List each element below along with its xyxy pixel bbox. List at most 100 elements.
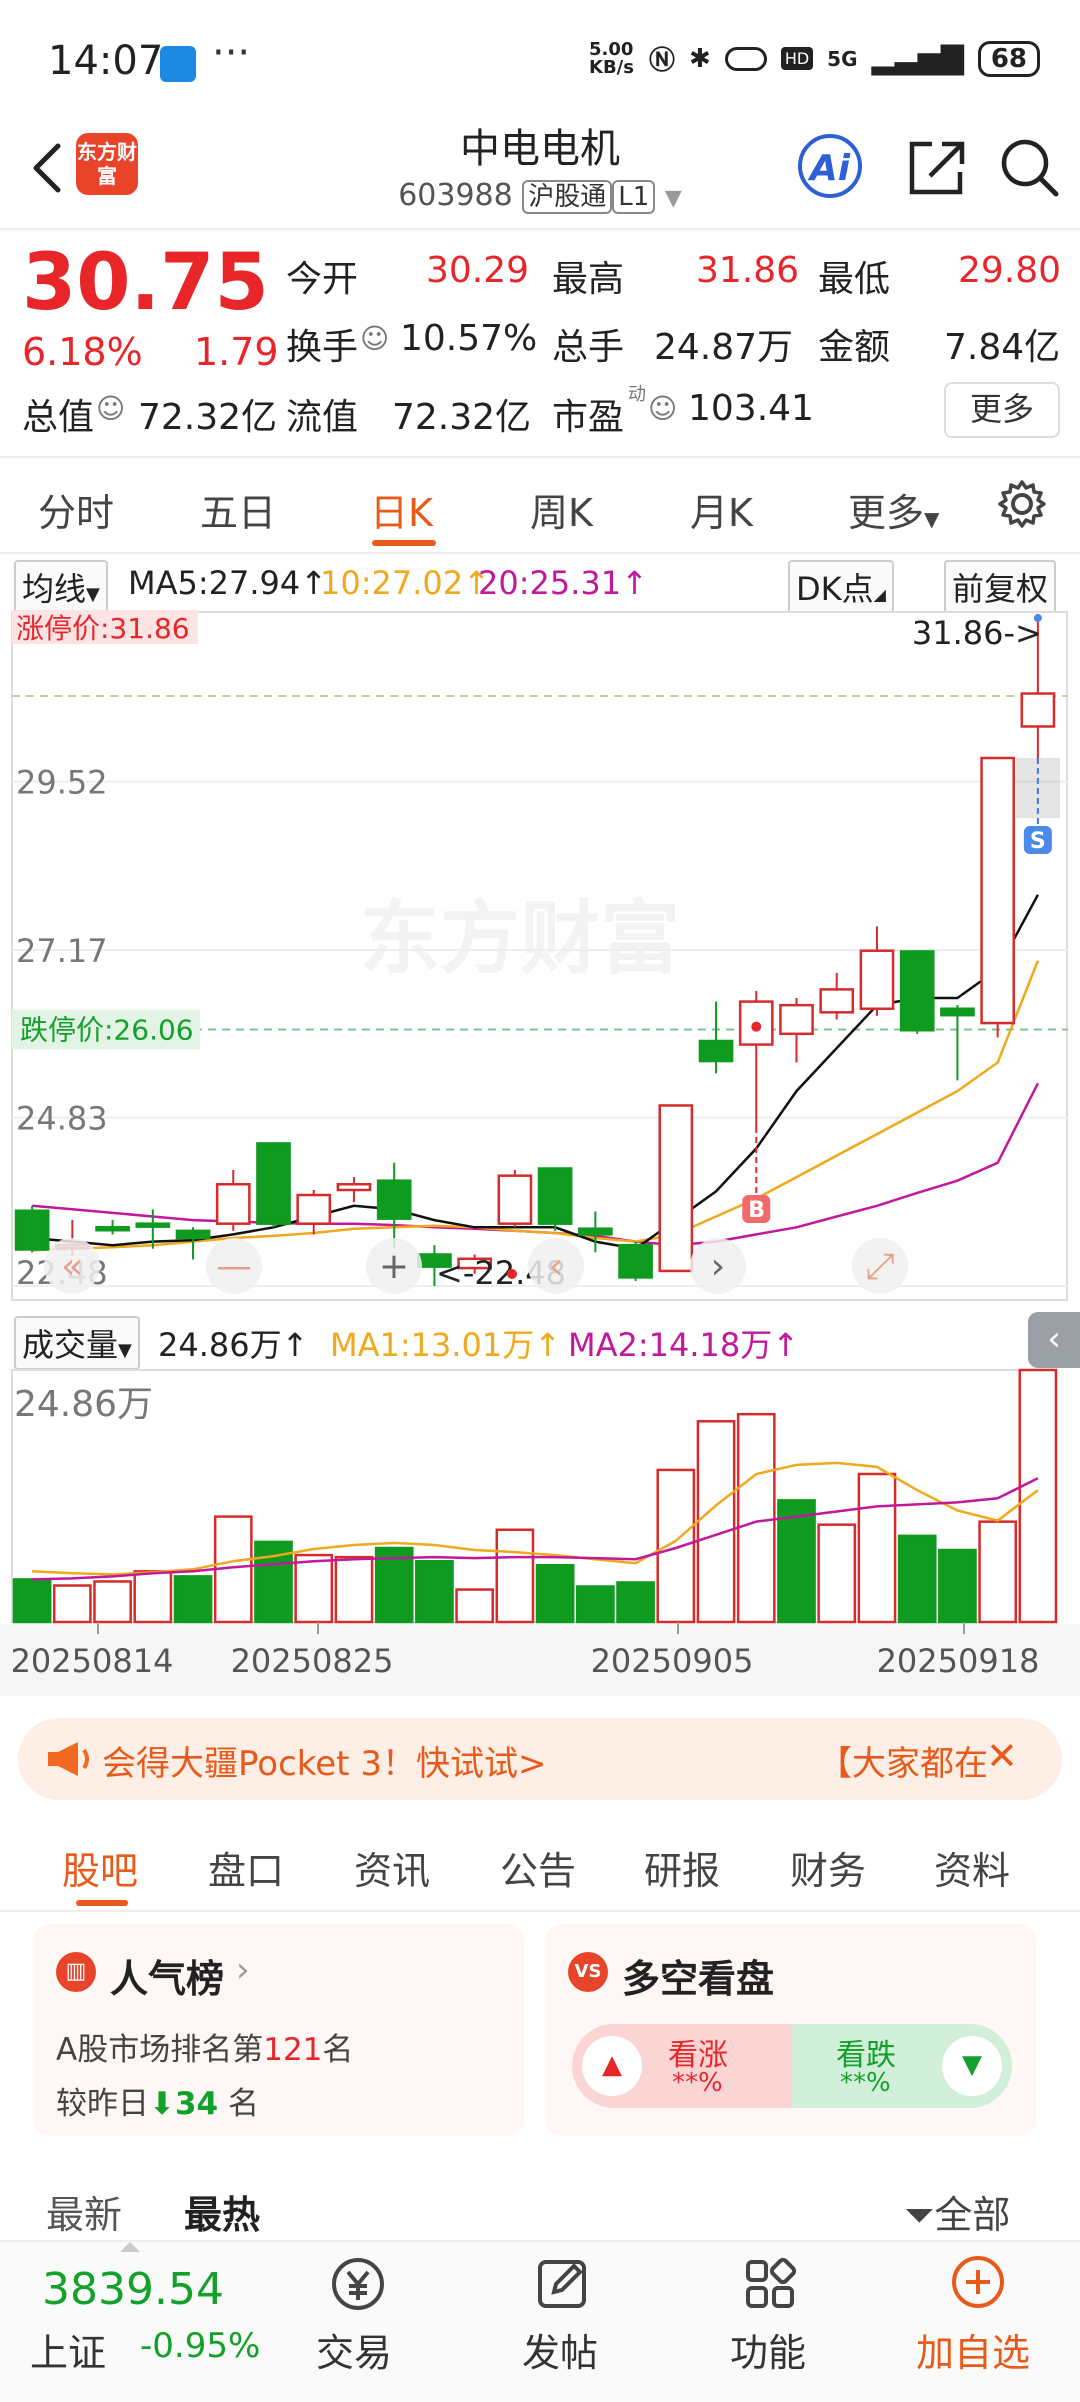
nav-function[interactable]: 功能 [730, 2331, 807, 2375]
sentiment-card[interactable]: VS 多空看盘 ▲ 看涨 **% 看跌 **% ▼ [546, 1924, 1036, 2136]
candle-body [296, 1193, 332, 1225]
limit-up-label-bg [12, 610, 198, 644]
tab-more[interactable]: 更多▼ [848, 482, 939, 537]
popularity-card[interactable]: ▥ 人气榜 › A股市场排名第121名 较昨日⬇34 名 [34, 1924, 524, 2136]
close-icon[interactable]: ✕ [986, 1734, 1018, 1778]
field-label-turnover: 换手 [286, 327, 359, 368]
tab-forum[interactable]: 股吧 [62, 1849, 139, 1893]
sort-hot[interactable]: 最热 [184, 2193, 261, 2237]
candle-body [457, 1257, 492, 1270]
candle-body [14, 1209, 50, 1251]
ai-button[interactable]: Ai [798, 134, 862, 198]
search-icon[interactable] [994, 132, 1064, 202]
nav-trade[interactable]: 交易 [316, 2331, 393, 2375]
fullscreen-icon[interactable]: ⤢ [866, 1246, 895, 1287]
volume-label: 24.86万↑ [158, 1326, 309, 1364]
volume-bar [294, 1553, 334, 1624]
volume-bar [736, 1412, 776, 1624]
chart-bar-icon: ▥ [56, 1952, 96, 1992]
volume-bar [817, 1523, 857, 1624]
info-icon[interactable]: ☺ [648, 392, 678, 425]
index-value[interactable]: 3839.54 [42, 2264, 224, 2315]
period-tabs: 分时 五日 日K 周K 月K 更多▼ [0, 458, 1080, 552]
field-label-open: 今开 [286, 259, 359, 300]
volume-max-label: 24.86万 [14, 1384, 153, 1425]
volume-select[interactable]: 成交量▼ [14, 1316, 140, 1370]
filter-button[interactable]: ⏷全部 [904, 2184, 1010, 2239]
candle-body [618, 1243, 653, 1279]
notice-banner[interactable]: 会得大疆Pocket 3！快试试> 【大家都在 ✕ [18, 1718, 1062, 1800]
caret-down-icon: ▼ [924, 507, 940, 531]
tab-minute[interactable]: 分时 [38, 491, 115, 535]
date-axis-bg [0, 1624, 1080, 1696]
volume-chart[interactable]: 24.86万 20250814 20250825 20250905 20250918 [0, 1366, 1080, 1698]
scroll-left-icon[interactable]: « [61, 1246, 83, 1287]
collapse-panel-button[interactable]: ‹ [1028, 1312, 1080, 1368]
net-speed: 5.00 KB/s [589, 38, 634, 78]
filter-label: 全部 [934, 2193, 1011, 2237]
tab-news[interactable]: 资讯 [354, 1849, 431, 1893]
tab-orderbook[interactable]: 盘口 [208, 1849, 285, 1893]
tab-five-day[interactable]: 五日 [200, 491, 277, 535]
stock-subtitle[interactable]: 603988 沪股通 L1 ▼ [0, 176, 1080, 214]
pe-sup: 动 [628, 384, 646, 405]
tab-finance[interactable]: 财务 [790, 1849, 867, 1893]
prev-icon-bg [528, 1238, 584, 1294]
volume-bar [52, 1584, 92, 1624]
rank-suffix: 名 [322, 2032, 354, 2068]
candlestick-chart[interactable]: 东方财富29.5227.1724.8322.48涨停价:31.86跌停价:26.… [0, 606, 1080, 1306]
tab-profile[interactable]: 资料 [934, 1849, 1011, 1893]
ma-select[interactable]: 均线▼ [14, 560, 108, 614]
bull-button[interactable]: ▲ 看涨 **% [572, 2024, 792, 2108]
signal-icon: ▂▃▅▇ [871, 41, 964, 76]
info-icon[interactable]: ☺ [360, 322, 390, 355]
tab-monthly-k[interactable]: 月K [690, 491, 753, 535]
info-icon[interactable]: ☺ [96, 392, 126, 425]
volume-bar [857, 1472, 897, 1624]
ma10-label: 10:27.02↑ [320, 564, 490, 602]
zoom-out-icon[interactable]: — [216, 1246, 252, 1287]
nav-post[interactable]: 发帖 [522, 2331, 599, 2375]
gear-icon[interactable] [996, 478, 1048, 530]
bear-button[interactable]: 看跌 **% ▼ [792, 2024, 1012, 2108]
change-suffix: 名 [227, 2086, 259, 2122]
tab-research[interactable]: 研报 [644, 1849, 721, 1893]
stock-code: 603988 [398, 178, 513, 213]
volume-bar [173, 1575, 213, 1624]
max-marker: 31.86-> [912, 614, 1042, 652]
volume-ma2-label: MA2:14.18万↑ [568, 1326, 800, 1364]
field-label-pe: 市盈 [552, 397, 625, 438]
sell-marker: S [1030, 829, 1046, 854]
candle-body [899, 950, 935, 1032]
prev-icon[interactable]: ‹ [549, 1246, 563, 1287]
sort-latest[interactable]: 最新 [46, 2193, 123, 2237]
more-button[interactable]: 更多 [944, 382, 1060, 438]
chevron-down-icon: ▼ [664, 186, 682, 211]
volume-bar [777, 1499, 816, 1624]
volume-ma1-label: MA1:13.01万↑ [330, 1326, 562, 1364]
change-prefix: 较昨日 [56, 2086, 149, 2122]
tab-daily-k[interactable]: 日K [370, 491, 433, 535]
tab-announcements[interactable]: 公告 [500, 1849, 577, 1893]
volume-bar [133, 1570, 173, 1624]
status-bar: 14:07 ··· 5.00 KB/s Ⓝ ✱ HD 5G ▂▃▅▇ 68 [0, 0, 1080, 120]
candle-body [95, 1226, 130, 1232]
bluetooth-icon: ✱ [689, 43, 711, 74]
candle-body [819, 988, 855, 1014]
zoom-out-icon-bg [206, 1238, 262, 1294]
notice-right-text: 【大家都在 [818, 1744, 988, 1784]
zoom-in-icon[interactable]: + [379, 1246, 409, 1287]
next-icon[interactable]: › [711, 1246, 725, 1287]
header-divider [0, 228, 1080, 230]
tab-weekly-k[interactable]: 周K [530, 491, 593, 535]
nav-add-watchlist[interactable]: 加自选 [916, 2331, 1031, 2375]
field-value-amount: 7.84亿 [944, 327, 1061, 368]
back-icon[interactable] [22, 128, 82, 208]
filter-icon: ⏷ [904, 2193, 935, 2237]
high-dot [1033, 614, 1042, 622]
share-icon[interactable] [902, 132, 972, 202]
tab-more-label: 更多 [848, 491, 925, 535]
dk-point-select[interactable]: DK点◢ [788, 560, 894, 614]
field-value-high: 31.86 [696, 250, 800, 291]
chevron-right-icon: › [236, 1950, 250, 1990]
